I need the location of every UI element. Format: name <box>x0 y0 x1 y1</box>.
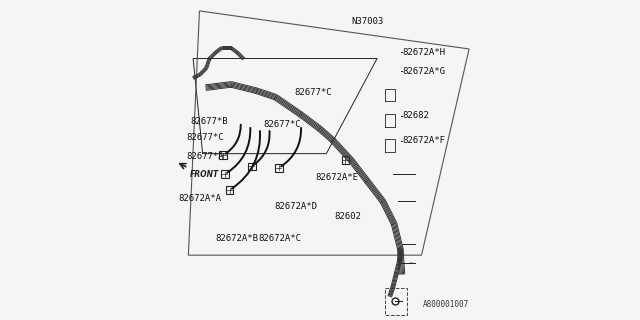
Text: 82677*C: 82677*C <box>187 133 225 142</box>
Text: 82672A*G: 82672A*G <box>403 67 445 76</box>
Bar <box>275 164 283 172</box>
Text: 82672A*H: 82672A*H <box>403 48 445 57</box>
Text: 82677*A: 82677*A <box>187 152 225 161</box>
Text: FRONT: FRONT <box>190 171 219 180</box>
Bar <box>248 163 255 170</box>
Text: 82672A*C: 82672A*C <box>258 234 301 243</box>
Bar <box>226 186 234 194</box>
Text: N37003: N37003 <box>352 17 384 26</box>
Text: 82677*C: 82677*C <box>294 88 332 97</box>
Text: 82672A*D: 82672A*D <box>274 203 317 212</box>
Text: 82677*C: 82677*C <box>263 120 301 129</box>
Bar <box>221 171 228 178</box>
Bar <box>220 151 227 159</box>
Bar <box>342 156 349 164</box>
Text: 82672A*F: 82672A*F <box>403 136 445 146</box>
Text: 82682: 82682 <box>403 111 429 120</box>
Text: 82677*B: 82677*B <box>190 117 228 126</box>
Text: A800001007: A800001007 <box>423 300 469 309</box>
Text: 82672A*B: 82672A*B <box>215 234 259 243</box>
Text: 82602: 82602 <box>334 212 361 221</box>
Text: 82672A*A: 82672A*A <box>179 194 222 203</box>
Text: 82672A*E: 82672A*E <box>316 173 358 182</box>
Bar <box>385 288 407 316</box>
